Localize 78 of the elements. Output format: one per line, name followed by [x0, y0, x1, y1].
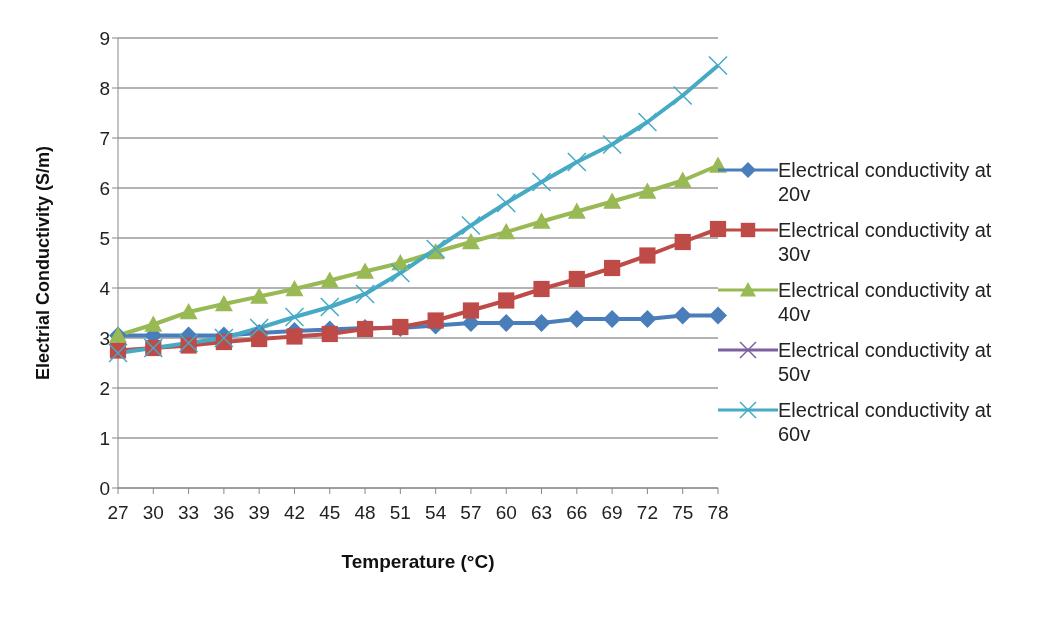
- point: [356, 262, 375, 279]
- point: [532, 212, 551, 229]
- point: [603, 192, 622, 209]
- point: [637, 112, 658, 132]
- x-tick-label: 75: [672, 502, 694, 524]
- point: [709, 306, 727, 325]
- point: [638, 310, 657, 328]
- point: [462, 302, 480, 319]
- point: [673, 171, 692, 188]
- y-tick-label: 6: [99, 177, 110, 199]
- y-tick-label: 3: [99, 327, 110, 349]
- legend-label: Electrical conductivity at 60v: [778, 398, 993, 446]
- x-tick-label: 78: [707, 502, 729, 524]
- point: [251, 330, 268, 348]
- point: [249, 318, 269, 338]
- point: [673, 306, 692, 325]
- x-tick-label: 66: [566, 502, 588, 524]
- point: [568, 270, 585, 288]
- x-tick-label: 54: [425, 502, 447, 524]
- point: [602, 134, 622, 155]
- point: [320, 297, 340, 317]
- point: [214, 295, 233, 312]
- legend-label: Electrical conductivity at 50v: [778, 338, 993, 386]
- point: [427, 312, 444, 329]
- x-tick-label: 36: [213, 502, 235, 524]
- point: [533, 280, 550, 298]
- y-tick-label: 2: [99, 377, 110, 399]
- point: [604, 259, 621, 277]
- point: [355, 284, 375, 304]
- x-tick-label: 42: [283, 502, 306, 524]
- point: [284, 307, 305, 327]
- point: [532, 314, 551, 332]
- x-tick-label: 48: [354, 502, 376, 524]
- y-tick-label: 9: [99, 27, 110, 49]
- x-tick-label: 72: [636, 502, 658, 524]
- point: [286, 328, 303, 345]
- point: [320, 271, 339, 288]
- x-tick-label: 27: [107, 502, 129, 524]
- point: [497, 223, 516, 240]
- x-tick-label: 57: [460, 502, 482, 524]
- point: [496, 193, 516, 213]
- point: [179, 303, 198, 320]
- point: [567, 310, 586, 328]
- point: [497, 314, 516, 332]
- legend-label: Electrical conductivity at 40v: [778, 278, 993, 326]
- y-tick-label: 8: [99, 77, 110, 99]
- y-tick-label: 0: [99, 477, 110, 499]
- x-tick-label: 30: [142, 502, 164, 524]
- x-tick-label: 63: [530, 502, 553, 524]
- point: [708, 55, 728, 76]
- point: [498, 292, 515, 309]
- point: [321, 325, 338, 343]
- x-tick-label: 51: [389, 502, 411, 524]
- x-tick-label: 33: [178, 502, 200, 524]
- point: [531, 172, 552, 192]
- point: [461, 215, 481, 236]
- point: [567, 202, 586, 219]
- y-tick-label: 4: [99, 277, 111, 299]
- y-axis-title: Electrial Conductivity (S/m): [33, 145, 54, 381]
- x-tick-label: 39: [248, 502, 270, 524]
- legend-label: Electrical conductivity at 30v: [778, 218, 993, 266]
- point: [674, 233, 691, 251]
- point: [144, 315, 163, 332]
- x-tick-label: 45: [319, 502, 341, 524]
- point: [639, 247, 656, 264]
- x-tick-label: 69: [601, 502, 623, 524]
- y-tick-label: 5: [99, 227, 110, 249]
- x-tick-label: 60: [495, 502, 517, 524]
- point: [250, 287, 269, 304]
- point: [285, 280, 304, 297]
- point: [567, 152, 587, 172]
- x-axis-title: Temperature (°C): [341, 551, 495, 572]
- point: [461, 233, 480, 250]
- point: [638, 182, 657, 199]
- legend-label: Electrical conductivity at 20v: [778, 158, 993, 206]
- y-tick-label: 7: [99, 127, 110, 149]
- y-tick-label: 1: [99, 427, 110, 449]
- point: [390, 263, 411, 283]
